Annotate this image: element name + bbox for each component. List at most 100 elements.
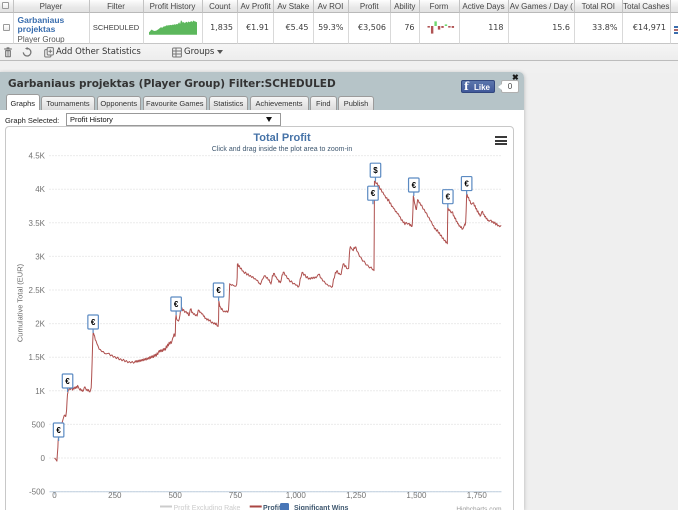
row-select-checkbox[interactable] — [2, 24, 10, 31]
chevron-down-icon — [217, 49, 224, 54]
flag-label: € — [464, 180, 469, 189]
significant-win-flag[interactable] — [212, 282, 225, 298]
tab-graphs[interactable]: Graphs — [5, 94, 40, 110]
like-count-notch — [498, 84, 502, 90]
column-header-actions[interactable] — [671, 0, 678, 13]
add-other-statistics-button[interactable]: Add Other Statistics — [56, 47, 141, 57]
legend-item[interactable]: Profit Excluding Rake — [174, 505, 241, 510]
chart-title: Total Profit — [253, 132, 311, 144]
flag-label: € — [216, 286, 221, 295]
form-sparkline — [427, 21, 454, 34]
x-axis-label: 500 — [168, 491, 182, 500]
dialog-tabs: Graphs Tournaments Opponents Favourite Game… — [0, 94, 524, 110]
cell-av_stake: €5.45 — [274, 13, 314, 44]
toolbar: Add Other Statistics Groups — [0, 44, 678, 61]
flag-label: € — [412, 181, 417, 190]
legend-item[interactable]: Significant Wins — [294, 505, 348, 510]
significant-win-flag[interactable] — [87, 314, 99, 330]
significant-win-flag[interactable] — [407, 177, 420, 193]
y-axis-label: 0 — [41, 454, 46, 463]
cell-actions — [671, 13, 678, 44]
select-all-checkbox[interactable] — [2, 2, 9, 9]
cell-profit: €3,506 — [348, 13, 391, 44]
profit-line-series — [54, 180, 502, 462]
x-axis-label: 250 — [108, 491, 122, 500]
like-label: Like — [474, 83, 491, 92]
groups-icon[interactable] — [172, 47, 182, 58]
delete-icon[interactable] — [3, 47, 13, 58]
column-header-player[interactable]: Player — [13, 0, 90, 13]
cell-total_cashes: €14,971 — [622, 13, 671, 44]
cell-player: Garbaniaus projektas Player Group — [13, 13, 90, 44]
graph-select-dropdown[interactable]: Profit History — [66, 113, 281, 126]
column-header-total_roi[interactable]: Total ROI — [575, 0, 623, 13]
cell-av_games_day: 15.6 — [508, 13, 575, 44]
significant-win-flag[interactable] — [170, 296, 182, 312]
significant-win-flag[interactable] — [460, 175, 473, 192]
groups-dropdown[interactable]: Groups — [184, 44, 224, 61]
facebook-icon: f — [464, 80, 469, 93]
x-axis-label: 1,500 — [406, 491, 427, 500]
close-icon[interactable]: ✖ — [512, 73, 519, 82]
y-axis-label: 2.5K — [29, 286, 46, 295]
column-header-active_days[interactable]: Active Days — [459, 0, 509, 13]
column-header-av_stake[interactable]: Av Stake — [274, 0, 314, 13]
flag-label: € — [56, 426, 61, 435]
y-axis-label: 3K — [35, 252, 45, 261]
flag-label: € — [174, 300, 179, 309]
y-axis-label: 4K — [35, 185, 45, 194]
column-header-filter[interactable]: Filter — [89, 0, 144, 13]
cell-profit_history — [143, 13, 203, 44]
profit-chart[interactable]: -500 0 500 1K 1.5K 2K 2.5K 3K 3.5K 4K 4.5K 0 250 500 7… — [5, 126, 514, 510]
column-header-profit[interactable]: Profit — [348, 0, 391, 13]
significant-win-flag[interactable] — [367, 185, 379, 201]
player-name-link[interactable]: Garbaniaus projektas — [17, 15, 65, 34]
player-group-dialog: Garbaniaus projektas (Player Group) Filt… — [0, 72, 524, 510]
significant-win-flag[interactable] — [369, 162, 382, 178]
column-header-profit_history[interactable]: Profit History — [143, 0, 203, 13]
tab-opponents[interactable]: Opponents — [96, 96, 141, 110]
significant-win-flag[interactable] — [441, 189, 454, 205]
chart-credits[interactable]: Highcharts.com — [456, 506, 501, 510]
x-axis-label: 1,750 — [467, 491, 488, 500]
cell-form — [419, 13, 460, 44]
column-header-av_games_day[interactable]: Av Games / Day ( — [508, 0, 575, 13]
add-statistics-icon[interactable] — [44, 47, 54, 58]
y-axis-label: 1K — [35, 387, 45, 396]
page-background-band — [0, 61, 678, 73]
significant-win-flag[interactable] — [52, 422, 65, 438]
dialog-title: Garbaniaus projektas (Player Group) Filt… — [8, 78, 336, 90]
graph-select-value: Profit History — [70, 115, 113, 124]
tab-tournaments[interactable]: Tournaments — [41, 96, 95, 110]
cell-av_profit: €1.91 — [238, 13, 274, 44]
facebook-like-button[interactable]: f Like — [461, 80, 495, 93]
player-type-label: Player Group — [17, 35, 65, 44]
x-axis-label: 1,250 — [346, 491, 367, 500]
column-header-av_profit[interactable]: Av Profit — [238, 0, 274, 13]
y-axis-label: 1.5K — [29, 353, 46, 362]
column-header-count[interactable]: Count — [202, 0, 238, 13]
cell-total_roi: 33.8% — [575, 13, 623, 44]
tab-find[interactable]: Find — [310, 96, 337, 110]
column-header-total_cashes[interactable]: Total Cashes — [622, 0, 671, 13]
tab-statistics[interactable]: Statistics — [208, 96, 248, 110]
column-header-form[interactable]: Form — [419, 0, 460, 13]
chart-menu-icon[interactable] — [495, 136, 507, 146]
profit-chart-svg: -500 0 500 1K 1.5K 2K 2.5K 3K 3.5K 4K 4.5K 0 250 500 7… — [16, 132, 502, 510]
tab-achievements[interactable]: Achievements — [249, 96, 309, 110]
column-header-ability[interactable]: Ability — [391, 0, 420, 13]
legend-item[interactable]: Profit — [263, 505, 282, 510]
tab-favourite-games[interactable]: Favourite Games — [142, 96, 207, 110]
select-arrow-icon — [266, 117, 272, 122]
refresh-icon[interactable] — [22, 47, 32, 58]
flag-label: € — [65, 377, 70, 386]
chart-subtitle: Click and drag inside the plot area to z… — [212, 146, 353, 153]
tab-publish[interactable]: Publish — [338, 96, 374, 110]
flag-label: € — [91, 318, 96, 327]
row-link-icon[interactable] — [674, 26, 678, 35]
cell-av_roi: 59.3% — [313, 13, 349, 44]
cell-count: 1,835 — [202, 13, 238, 44]
significant-win-flag[interactable] — [61, 373, 74, 389]
player-stats-table: Player Garbaniaus projektas Player Group Fi… — [0, 0, 678, 44]
column-header-av_roi[interactable]: Av ROI — [313, 0, 349, 13]
